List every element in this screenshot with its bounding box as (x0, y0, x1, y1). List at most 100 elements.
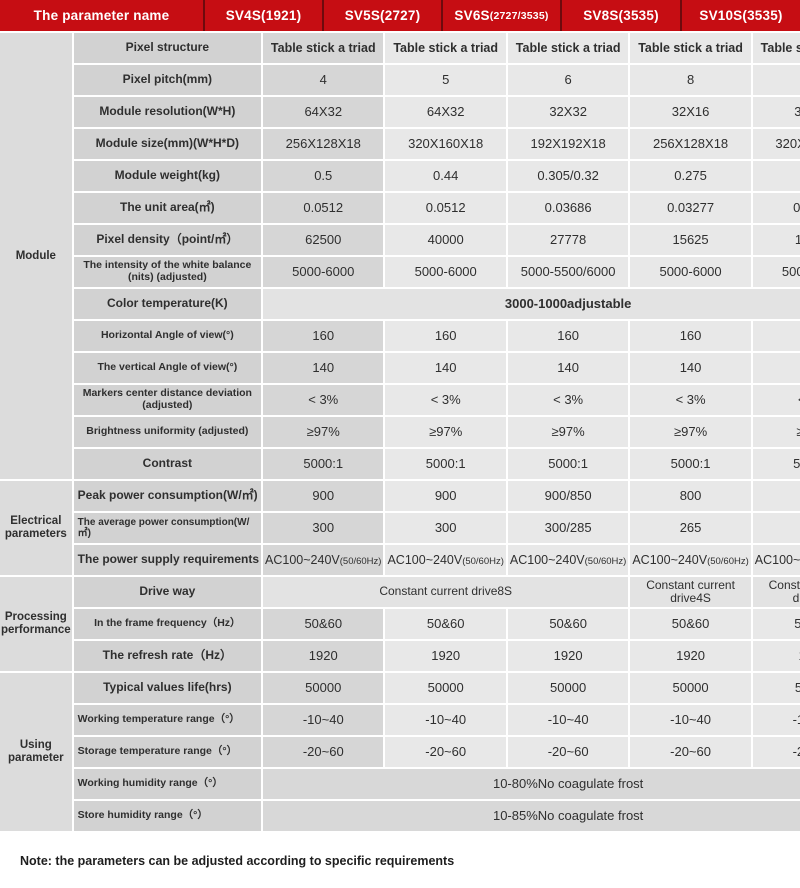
value-cell: ≥97% (630, 417, 751, 447)
column-header: SV4S(1921) (205, 0, 322, 31)
param-label: The intensity of the white balance (nits… (73, 257, 262, 287)
value-cell: 0.44 (385, 161, 506, 191)
table-row: Using parameter Typical values life(hrs) 5… (0, 673, 800, 831)
table-row: Brightness uniformity (adjusted) ≥97% ≥97%… (0, 417, 800, 447)
param-label: The refresh rate（Hz） (73, 641, 262, 671)
parameter-name-header: The parameter name (0, 0, 203, 31)
value-cell: 1920 (630, 641, 751, 671)
value-cell: 160 (263, 321, 384, 351)
value-cell: 265 (752, 513, 800, 543)
value-cell: -20~60 (263, 737, 384, 767)
table-row: The intensity of the white balance (nits… (0, 257, 800, 287)
value-cell: ≥97% (752, 417, 800, 447)
value-cell: -20~60 (630, 737, 751, 767)
value-cell: -20~60 (385, 737, 506, 767)
header-separator (441, 0, 443, 31)
header-separator (560, 0, 562, 31)
value-cell: 5 (385, 65, 506, 95)
value-cell: Table stick a triad (507, 33, 629, 63)
value-cell: 5000-6000 (385, 257, 506, 287)
table-row: Module size(mm)(W*H*D) 256X128X18 320X160X… (0, 129, 800, 159)
value-cell: 10 (752, 65, 800, 95)
value-cell: 256X128X18 (630, 129, 751, 159)
table-row: Electrical parameters Peak power consumpt… (0, 481, 800, 575)
param-label: Store humidity range（°） (73, 801, 262, 831)
value-cell: 4 (263, 65, 384, 95)
group-label: Electrical parameters (0, 481, 72, 575)
param-label: Brightness uniformity (adjusted) (73, 417, 262, 447)
value-cell: Constant current drive8S (263, 577, 629, 607)
value-cell: -20~60 (752, 737, 800, 767)
value-cell: 140 (385, 353, 506, 383)
value-cell: 64X32 (263, 97, 384, 127)
param-label: Module size(mm)(W*H*D) (73, 129, 262, 159)
value-cell: ≥97% (263, 417, 384, 447)
value-cell: 160 (630, 321, 751, 351)
value-cell: 800 (752, 481, 800, 511)
value-cell: 5000-5500/6000 (507, 257, 629, 287)
param-label: Pixel structure (73, 33, 262, 63)
value-cell: Constant current drive4S (630, 577, 751, 607)
table-row: Module weight(kg)0.50.440.305/0.320.2750… (0, 161, 800, 191)
table-row: Working humidity range（°） 10-80%No coagul… (0, 769, 800, 799)
value-cell: 300 (385, 513, 506, 543)
value-cell: < 3% (507, 385, 629, 415)
value-cell: 27778 (507, 225, 629, 255)
value-cell: 50&60 (630, 609, 751, 639)
table-row: In the frame frequency（Hz） 50&60 50&60 50&6… (0, 609, 800, 639)
value-cell: -10~40 (752, 705, 800, 735)
value-cell: 50000 (752, 673, 800, 703)
value-cell: -10~40 (385, 705, 506, 735)
param-label: The unit area(㎡) (73, 193, 262, 223)
value-cell: 50&60 (752, 609, 800, 639)
value-cell: AC100~240V(50/60Hz) (385, 545, 506, 575)
param-label: Horizontal Angle of view(°) (73, 321, 262, 351)
table-row: The vertical Angle of view(°) 140 140 140 14… (0, 353, 800, 383)
value-cell: AC100~240V(50/60Hz) (507, 545, 629, 575)
value-text: Constant current drive2S (768, 577, 800, 605)
value-cell: Table stick a triad (630, 33, 751, 63)
value-cell: 265 (630, 513, 751, 543)
param-label: The average power consumption(W/㎡) (73, 513, 262, 543)
value-cell: 10-85%No coagulate frost (263, 801, 800, 831)
value-cell: 0.0512 (263, 193, 384, 223)
value-cell: 5000:1 (385, 449, 506, 479)
value-cell: 8 (630, 65, 751, 95)
value-cell: 140 (507, 353, 629, 383)
value-cell: Table stick a triad (385, 33, 506, 63)
value-cell: 900 (263, 481, 384, 511)
value-cell: 5000:1 (630, 449, 751, 479)
value-cell: < 3% (263, 385, 384, 415)
value-text-small: (50/60Hz) (707, 555, 749, 567)
param-label: Pixel pitch(mm) (73, 65, 262, 95)
param-label: Module resolution(W*H) (73, 97, 262, 127)
value-cell: 64X32 (385, 97, 506, 127)
value-cell: 50000 (385, 673, 506, 703)
value-cell: 50&60 (507, 609, 629, 639)
value-cell: 0.5 (263, 161, 384, 191)
table-row: Module Pixel structure Table stick a triad… (0, 33, 800, 479)
value-cell: 5000-6000 (752, 257, 800, 287)
column-header: SV8S(3535) (562, 0, 680, 31)
value-cell: ≥97% (385, 417, 506, 447)
value-cell: 50&60 (385, 609, 506, 639)
value-cell: 1920 (507, 641, 629, 671)
column-header: SV6S (2727/3535) (443, 0, 560, 31)
value-cell: 50000 (630, 673, 751, 703)
value-cell: 320X160X18 (385, 129, 506, 159)
table-row: Working temperature range（°） -10~40 -10~40… (0, 705, 800, 735)
value-cell: 0.0512 (752, 193, 800, 223)
header-separator (203, 0, 205, 31)
value-cell: 0.275 (630, 161, 751, 191)
param-label: Contrast (73, 449, 262, 479)
value-cell: 5000-6000 (630, 257, 751, 287)
value-cell: 62500 (263, 225, 384, 255)
param-label: Peak power consumption(W/㎡) (73, 481, 262, 511)
value-cell: 0.44 (752, 161, 800, 191)
value-cell: 32X16 (630, 97, 751, 127)
value-cell: 40000 (385, 225, 506, 255)
table-row: The power supply requirements AC100~240V(… (0, 545, 800, 575)
value-cell: 300/285 (507, 513, 629, 543)
value-cell: -10~40 (630, 705, 751, 735)
